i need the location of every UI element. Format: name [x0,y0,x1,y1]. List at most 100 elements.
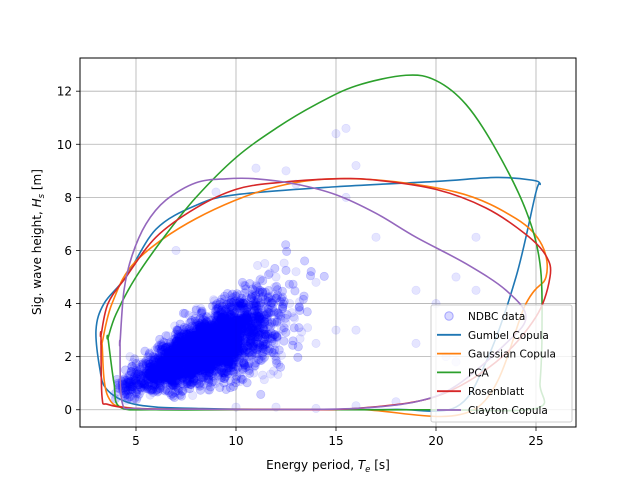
scatter-point [219,342,229,352]
scatter-point [225,317,235,327]
scatter-point [246,333,256,343]
scatter-point [276,324,286,334]
scatter-point [174,345,184,355]
scatter-point [192,344,202,354]
scatter-point [165,339,175,349]
scatter-point [264,329,274,339]
scatter-point [210,352,220,362]
scatter-point [167,374,177,384]
scatter-point [174,359,184,369]
scatter-point [276,314,286,324]
scatter-point [208,353,218,363]
scatter-point [253,260,263,270]
scatter-point [194,333,204,343]
scatter-point [186,357,196,367]
scatter-point [192,329,202,339]
scatter-point [205,331,215,341]
scatter-point [200,318,210,328]
scatter-point [217,343,227,353]
scatter-point [231,312,241,322]
scatter-point [252,324,262,334]
scatter-point [230,296,240,306]
scatter-point [189,367,199,377]
scatter-point [222,363,232,373]
scatter-point [250,319,260,329]
scatter-point [159,364,169,374]
scatter-point [145,372,155,382]
scatter-point [140,369,150,379]
scatter-point [240,308,250,318]
scatter-point [186,326,196,336]
scatter-point [244,325,254,335]
scatter-point [250,304,260,314]
scatter-point [159,355,169,365]
scatter-point [253,328,263,338]
scatter-point [196,336,206,346]
scatter-point [198,338,208,348]
scatter-point [188,358,198,368]
scatter-point [189,345,199,355]
scatter-point [171,340,181,350]
scatter-point [198,357,208,367]
scatter-point [150,367,160,377]
scatter-point [211,331,221,341]
scatter-point [222,321,232,331]
scatter-point [162,358,172,368]
scatter-point [253,306,263,316]
scatter-point [235,377,245,387]
scatter-point [250,299,260,309]
scatter-point [222,311,232,321]
scatter-point [240,288,250,298]
scatter-point [202,359,212,369]
scatter-point [197,307,207,317]
scatter-point [230,344,240,354]
scatter-point [208,322,218,332]
scatter-point [217,352,227,362]
scatter-point [209,377,219,387]
scatter-point [219,294,229,304]
scatter-point [178,358,188,368]
scatter-point [209,344,219,354]
scatter-point [213,341,223,351]
scatter-point [152,362,162,372]
scatter-point [239,296,249,306]
scatter-point [200,351,210,361]
scatter-point [173,352,183,362]
scatter-point [190,374,200,384]
scatter-point [274,360,284,370]
scatter-point [190,352,200,362]
scatter-point [212,346,222,356]
scatter-point [178,358,188,368]
scatter-point [210,339,220,349]
scatter-point [155,378,165,388]
scatter-point [147,368,157,378]
scatter-point [165,376,175,386]
scatter-point [175,328,185,338]
scatter-point [183,350,193,360]
scatter-point [222,351,232,361]
scatter-point [185,370,195,380]
scatter-point [161,363,171,373]
scatter-point [163,348,173,358]
scatter-point [258,350,268,360]
scatter-point [221,352,231,362]
scatter-point [158,337,168,347]
scatter-point [259,304,269,314]
scatter-point [166,359,176,369]
scatter-point [232,328,242,338]
scatter-point [194,339,204,349]
scatter-point [194,332,204,342]
scatter-point [215,357,225,367]
scatter-point [179,363,189,373]
scatter-point [237,317,247,327]
scatter-point [180,308,190,318]
scatter-point [167,353,177,363]
scatter-point [232,313,242,323]
scatter-point [224,309,234,319]
scatter-point [209,351,219,361]
scatter-point [225,330,235,340]
scatter-point [177,363,187,373]
scatter-point [224,323,234,333]
scatter-point [224,299,234,309]
scatter-point [197,327,207,337]
